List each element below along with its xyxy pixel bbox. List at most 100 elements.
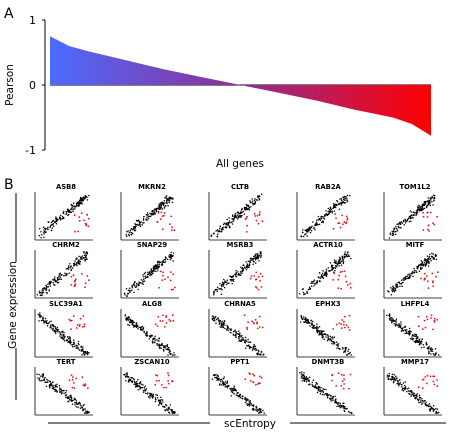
scatter-point: [144, 333, 147, 335]
scatter-point: [420, 400, 422, 402]
highlight-point: [259, 272, 262, 275]
scatter-point: [79, 256, 82, 258]
scatter-point: [79, 197, 82, 200]
scatter-point: [330, 340, 332, 342]
scatter-point: [157, 404, 160, 406]
highlight-point: [421, 379, 424, 381]
scatter-point: [142, 281, 144, 283]
scatter-point: [307, 288, 310, 291]
scatter-point: [213, 294, 215, 296]
scatter-point: [395, 233, 397, 236]
scatter-point: [73, 262, 75, 265]
scatter-point: [69, 210, 71, 212]
scatter-point: [137, 224, 140, 226]
scatter-point: [332, 266, 334, 269]
scatter-point: [69, 262, 71, 265]
highlight-point: [335, 217, 337, 220]
scatter-point: [166, 202, 168, 204]
scatter-point: [300, 315, 302, 317]
scatter-point: [134, 386, 137, 388]
highlight-point: [73, 214, 76, 217]
scatter-point: [41, 233, 43, 236]
scatter-point: [142, 283, 144, 286]
scatter-point: [174, 354, 176, 356]
scatter-point: [165, 404, 168, 407]
scatter-point: [64, 396, 67, 399]
scatter-point: [246, 344, 248, 347]
scatter-point: [166, 197, 168, 200]
scatter-point: [327, 394, 329, 397]
scatter-point: [75, 344, 77, 347]
scatter-point: [333, 343, 335, 345]
scatter-point: [429, 405, 432, 408]
scatter-point: [235, 332, 238, 335]
scatter-point: [305, 319, 308, 321]
scatter-point: [393, 228, 395, 231]
highlight-point: [337, 372, 340, 374]
scatter-point: [336, 347, 338, 349]
scatter-point: [403, 279, 405, 281]
scatter-point: [407, 390, 410, 392]
scatter-point: [52, 387, 55, 390]
scatter-point: [346, 251, 349, 254]
gene-panel-lhfpl4: LHFPL4: [383, 300, 442, 358]
scatter-point: [424, 259, 426, 262]
scatter-point: [173, 352, 175, 354]
scatter-point: [52, 278, 54, 281]
scatter-point: [333, 259, 336, 261]
scatter-point: [406, 388, 409, 390]
scatter-point: [311, 322, 313, 325]
highlight-point: [261, 326, 264, 329]
highlight-point: [80, 212, 83, 215]
scatter-point: [244, 336, 247, 339]
scatter-point: [318, 280, 321, 282]
scatter-point: [87, 353, 89, 355]
scatter-point: [83, 354, 86, 356]
scatter-point: [82, 409, 84, 412]
scatter-point: [309, 231, 312, 234]
scatter-point: [252, 263, 254, 265]
highlight-point: [161, 215, 164, 218]
scatter-point: [425, 262, 428, 265]
scatter-point: [216, 317, 219, 320]
scatter-point: [432, 204, 434, 206]
scatter-point: [429, 204, 432, 207]
scatter-point: [333, 210, 336, 212]
highlight-point: [424, 376, 427, 378]
scatter-point: [133, 380, 136, 383]
scatter-point: [235, 269, 237, 272]
highlight-point: [436, 215, 438, 218]
scatter-point: [42, 291, 45, 294]
scatter-point: [42, 375, 44, 378]
scatter-point: [156, 263, 159, 266]
highlight-point: [432, 285, 435, 288]
scatter-point: [154, 397, 157, 399]
scatter-point: [217, 230, 220, 233]
scatter-point: [318, 330, 320, 333]
scatter-point: [241, 214, 243, 217]
scatter-point: [166, 201, 168, 203]
scatter-point: [399, 381, 401, 384]
highlight-point: [87, 225, 90, 228]
scatter-point: [312, 385, 315, 387]
scatter-point: [154, 400, 157, 403]
scatter-point: [215, 318, 218, 321]
scatter-point: [65, 213, 67, 216]
scatter-point: [315, 221, 318, 224]
highlight-point: [338, 322, 341, 324]
scatter-point: [408, 220, 411, 223]
scatter-point: [312, 282, 314, 284]
scatter-point: [221, 230, 223, 232]
scatter-point: [139, 224, 141, 226]
scatter-point: [222, 377, 225, 380]
scatter-point: [300, 373, 303, 375]
highlight-point: [343, 378, 345, 381]
gene-panel-mitf: MITF: [383, 241, 442, 299]
scatter-point: [409, 210, 412, 212]
scatter-point: [131, 377, 134, 379]
scatter-point: [404, 381, 406, 383]
scatter-point: [147, 396, 150, 398]
scatter-point: [165, 204, 167, 207]
scatter-point: [430, 259, 432, 262]
scatter-point: [71, 206, 73, 209]
